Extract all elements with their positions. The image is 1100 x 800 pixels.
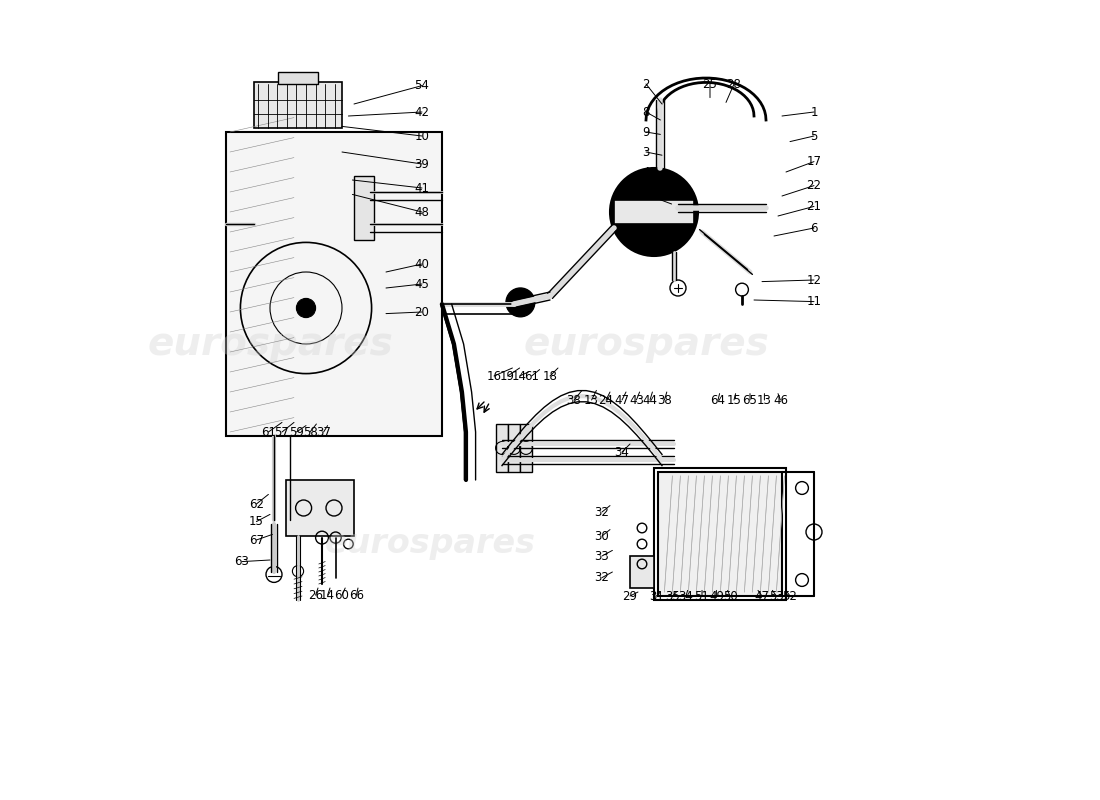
Text: 49: 49 <box>708 590 724 602</box>
Text: 47: 47 <box>615 394 629 406</box>
Text: 28: 28 <box>727 78 741 90</box>
Text: 53: 53 <box>769 590 784 602</box>
Text: 20: 20 <box>415 306 429 318</box>
Text: 39: 39 <box>415 158 429 170</box>
Text: 48: 48 <box>415 206 429 218</box>
Text: 33: 33 <box>595 550 609 562</box>
Text: 12: 12 <box>806 274 822 286</box>
Text: 10: 10 <box>415 130 429 142</box>
Text: 18: 18 <box>542 370 558 382</box>
Text: 31: 31 <box>649 590 663 602</box>
Text: 57: 57 <box>275 426 289 438</box>
Text: 62: 62 <box>249 498 264 510</box>
Text: eurospares: eurospares <box>524 325 769 363</box>
Text: 46: 46 <box>773 394 788 406</box>
Text: 3: 3 <box>642 146 650 158</box>
Text: 8: 8 <box>642 106 650 118</box>
Text: 15: 15 <box>727 394 741 406</box>
Text: 2: 2 <box>642 78 650 90</box>
Bar <box>254 82 342 128</box>
Text: 13: 13 <box>757 394 772 406</box>
Bar <box>519 424 532 472</box>
Text: eurospares: eurospares <box>324 527 536 561</box>
Circle shape <box>610 168 698 256</box>
Text: 67: 67 <box>249 534 264 546</box>
Text: 29: 29 <box>623 590 638 602</box>
Text: 34: 34 <box>615 446 629 458</box>
Circle shape <box>506 288 535 317</box>
Text: 15: 15 <box>249 515 264 528</box>
Text: 6: 6 <box>811 222 817 234</box>
Bar <box>507 424 520 472</box>
Text: 47: 47 <box>755 590 770 602</box>
Text: 9: 9 <box>642 126 650 138</box>
Text: 60: 60 <box>334 589 350 602</box>
Text: 17: 17 <box>806 155 822 168</box>
Text: 61: 61 <box>261 426 276 438</box>
Text: 64: 64 <box>711 394 726 406</box>
Text: 43: 43 <box>629 394 644 406</box>
Bar <box>278 72 318 84</box>
Bar <box>614 200 694 224</box>
Text: 25: 25 <box>703 78 717 90</box>
Text: 19: 19 <box>500 370 515 382</box>
Bar <box>496 424 508 472</box>
Text: 44: 44 <box>642 394 658 406</box>
Text: 32: 32 <box>595 506 609 518</box>
Text: 66: 66 <box>349 589 364 602</box>
Bar <box>226 132 442 436</box>
Text: 14: 14 <box>320 589 336 602</box>
Text: 11: 11 <box>806 295 822 308</box>
Text: 13: 13 <box>584 394 600 406</box>
Text: 32: 32 <box>595 571 609 584</box>
Text: 5: 5 <box>811 130 817 142</box>
Text: 34: 34 <box>679 590 693 602</box>
Text: eurospares: eurospares <box>147 325 393 363</box>
Text: 52: 52 <box>782 590 797 602</box>
Text: 16: 16 <box>486 370 502 382</box>
Bar <box>658 472 782 596</box>
Text: 26: 26 <box>308 589 323 602</box>
Text: 4: 4 <box>642 166 650 178</box>
Text: 24: 24 <box>598 394 614 406</box>
Text: 45: 45 <box>415 278 429 290</box>
Text: 40: 40 <box>415 258 429 270</box>
Circle shape <box>646 204 662 220</box>
Text: 51: 51 <box>694 590 710 602</box>
Bar <box>286 480 354 536</box>
Text: 50: 50 <box>723 590 737 602</box>
Circle shape <box>296 298 316 318</box>
Text: 37: 37 <box>316 426 331 438</box>
Bar <box>354 176 374 240</box>
Text: 22: 22 <box>806 179 822 192</box>
Text: 65: 65 <box>742 394 758 406</box>
Bar <box>630 556 654 588</box>
Bar <box>654 468 786 600</box>
Text: 30: 30 <box>595 530 609 542</box>
Text: 63: 63 <box>234 555 250 568</box>
Text: 7: 7 <box>642 188 650 201</box>
Text: 61: 61 <box>524 370 539 382</box>
Text: 14: 14 <box>513 370 527 382</box>
Text: 59: 59 <box>289 426 304 438</box>
Text: 42: 42 <box>415 106 429 118</box>
Text: 38: 38 <box>566 394 582 406</box>
Text: 1: 1 <box>811 106 817 118</box>
Text: 41: 41 <box>415 182 429 194</box>
Text: 35: 35 <box>666 590 680 602</box>
Text: 38: 38 <box>657 394 672 406</box>
Text: 58: 58 <box>302 426 318 438</box>
Text: 54: 54 <box>415 79 429 92</box>
Text: 21: 21 <box>806 200 822 213</box>
